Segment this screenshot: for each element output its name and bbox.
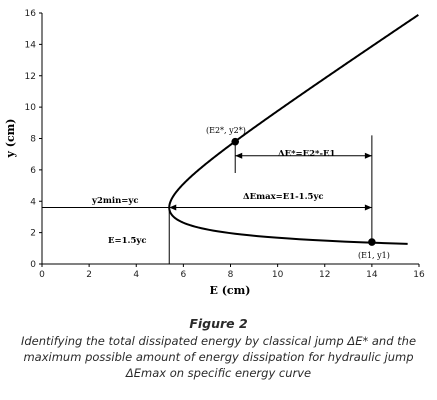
supercritical-point-label: (E1, y1) [358,251,390,260]
y-tick-label-16: 16 [25,9,37,19]
x-tick-label-8: 8 [228,270,234,280]
x-tick-label-14: 14 [366,270,378,280]
y-tick-marks [39,12,42,265]
figure-caption: Identifying the total dissipated energy … [20,334,417,380]
delta-e-max-arrow [169,204,372,211]
y-tick-label-14: 14 [25,40,37,50]
x-tick-label-2: 2 [86,270,92,280]
y-axis-title: y (cm) [4,119,17,159]
y-tick-label-2: 2 [30,229,36,239]
y-tick-label-6: 6 [30,166,36,176]
arrow-head-right [364,152,372,159]
conjugate-point-label: (E2*, y2*) [206,126,246,135]
delta-e-max-label: ΔEmax=E1-1.5yc [243,192,324,202]
conjugate-point-marker [231,137,240,146]
arrow-head-right [364,204,372,211]
specific-energy-curve [168,14,419,245]
delta-e-star-label: ΔE*=E2*-E1 [278,149,335,159]
x-tick-label-6: 6 [181,270,187,280]
figure-label: Figure 2 [189,316,248,331]
specific-energy-chart: 0 2 4 6 8 10 12 14 16 0 2 4 6 8 10 12 14… [4,9,425,297]
x-tick-label-4: 4 [133,270,139,280]
arrow-head-left [169,204,177,211]
y-tick-label-8: 8 [30,135,36,145]
x-tick-label-16: 16 [413,270,425,280]
x-axis-title: E (cm) [210,284,251,297]
critical-energy-label: E=1.5yc [108,236,147,246]
x-tick-label-12: 12 [319,270,330,280]
x-tick-label-10: 10 [272,270,284,280]
x-tick-label-0: 0 [39,270,45,280]
y-tick-label-10: 10 [25,103,37,113]
y-tick-label-4: 4 [30,197,36,207]
y-tick-label-12: 12 [25,72,36,82]
delta-e-star-arrow [235,152,372,159]
arrow-head-left [235,152,243,159]
y-tick-label-0: 0 [30,260,36,270]
supercritical-point-marker [368,238,376,246]
y2min-label: y2min=yc [91,196,139,206]
